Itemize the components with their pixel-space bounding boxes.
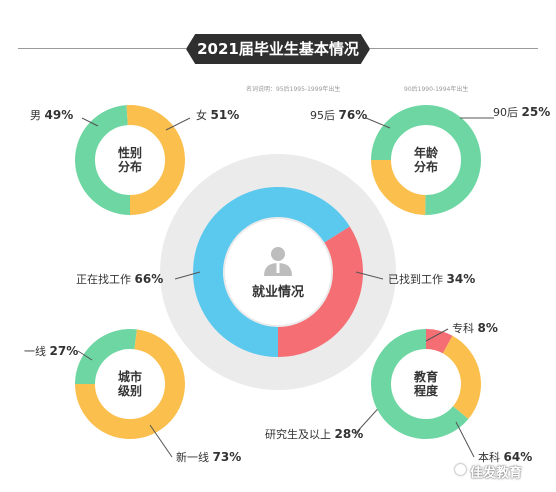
city-label-1: 一线 27% — [24, 344, 78, 358]
city-label-2: 新一线 73% — [176, 450, 241, 464]
employment-center-title: 就业情况 — [252, 284, 304, 300]
city-leader-1 — [77, 350, 93, 361]
education-slice-1 — [425, 329, 453, 354]
age-label-1: 95后 76% — [310, 108, 367, 122]
gender-leader-2 — [165, 117, 191, 131]
city-label-value-1: 27% — [50, 344, 79, 358]
age-label-2: 90后 25% — [493, 105, 550, 119]
city-center-title-2: 级别 — [118, 383, 142, 398]
employment-leader-2 — [355, 271, 384, 280]
note-left: 名词说明：95后1995-1999年出生 — [246, 86, 341, 93]
education-slice-2 — [442, 335, 481, 420]
gender-slice-2 — [126, 105, 185, 215]
age-center-title-1: 年龄 — [414, 145, 439, 160]
gender-center-title-2: 分布 — [118, 159, 142, 174]
page-title: 2021届毕业生基本情况 — [186, 34, 370, 64]
education-label-value-1: 8% — [478, 321, 498, 335]
gender-label-2: 女 51% — [196, 108, 239, 122]
employment-slice-2 — [277, 226, 363, 357]
employment-label-2: 已找到工作 34% — [388, 272, 475, 286]
age-label-value-2: 25% — [522, 105, 551, 119]
education-label-2: 研究生及以上 28% — [265, 427, 363, 441]
education-label-name-1: 专科 — [452, 321, 478, 335]
person-icon — [264, 247, 292, 276]
title-rule-left — [18, 48, 186, 49]
employment-label-value-2: 34% — [447, 272, 476, 286]
gender-label-value-1: 49% — [45, 108, 74, 122]
title-rule-right — [370, 48, 538, 49]
age-slice-1 — [371, 105, 481, 215]
education-label-name-2: 研究生及以上 — [265, 427, 335, 441]
education-label-1: 专科 8% — [452, 321, 498, 335]
employment-label-1: 正在找工作 66% — [76, 272, 163, 286]
education-label-name-3: 本科 — [478, 450, 504, 464]
employment-label-value-1: 66% — [135, 272, 164, 286]
education-leader-1 — [423, 328, 449, 343]
education-center-title-1: 教育 — [413, 369, 438, 384]
city-slice-2 — [75, 329, 185, 439]
employment-label-name-2: 已找到工作 — [388, 272, 447, 286]
age-slice-2 — [371, 159, 426, 215]
gender-slice-1 — [75, 105, 131, 215]
employment-leader-1 — [174, 271, 201, 280]
watermark: 佳发教育 — [470, 466, 523, 481]
age-center-title-2: 分布 — [414, 159, 438, 174]
age-label-value-1: 76% — [339, 108, 368, 122]
age-leader-1 — [365, 117, 391, 129]
employment-donut: 正在找工作 66% 已找到工作 34% 就业情况 — [76, 187, 475, 357]
gender-label-value-2: 51% — [211, 108, 240, 122]
employment-label-name-1: 正在找工作 — [76, 272, 135, 286]
education-label-value-3: 64% — [504, 450, 533, 464]
city-leader-2 — [149, 424, 173, 458]
age-label-name-2: 90后 — [493, 106, 522, 119]
gender-label-name-1: 男 — [30, 109, 45, 122]
city-label-name-1: 一线 — [24, 344, 50, 358]
note-right: 90后1990-1994年出生 — [404, 86, 469, 93]
age-label-name-1: 95后 — [310, 109, 339, 122]
city-label-value-2: 73% — [213, 450, 242, 464]
education-label-value-2: 28% — [335, 427, 364, 441]
employment-slice-1 — [193, 187, 350, 357]
gender-label-1: 男 49% — [30, 108, 73, 122]
gender-label-name-2: 女 — [196, 108, 211, 122]
city-label-name-2: 新一线 — [176, 450, 213, 464]
gender-center-title-1: 性别 — [117, 145, 142, 160]
wechat-icon — [455, 464, 466, 475]
education-label-3: 本科 64% — [478, 450, 532, 464]
education-center-title-2: 程度 — [414, 383, 439, 398]
education-leader-3 — [455, 421, 475, 458]
education-slice-3 — [371, 329, 469, 439]
gender-leader-1 — [81, 117, 99, 127]
city-center-title-1: 城市 — [118, 369, 142, 384]
city-slice-1 — [75, 329, 137, 385]
